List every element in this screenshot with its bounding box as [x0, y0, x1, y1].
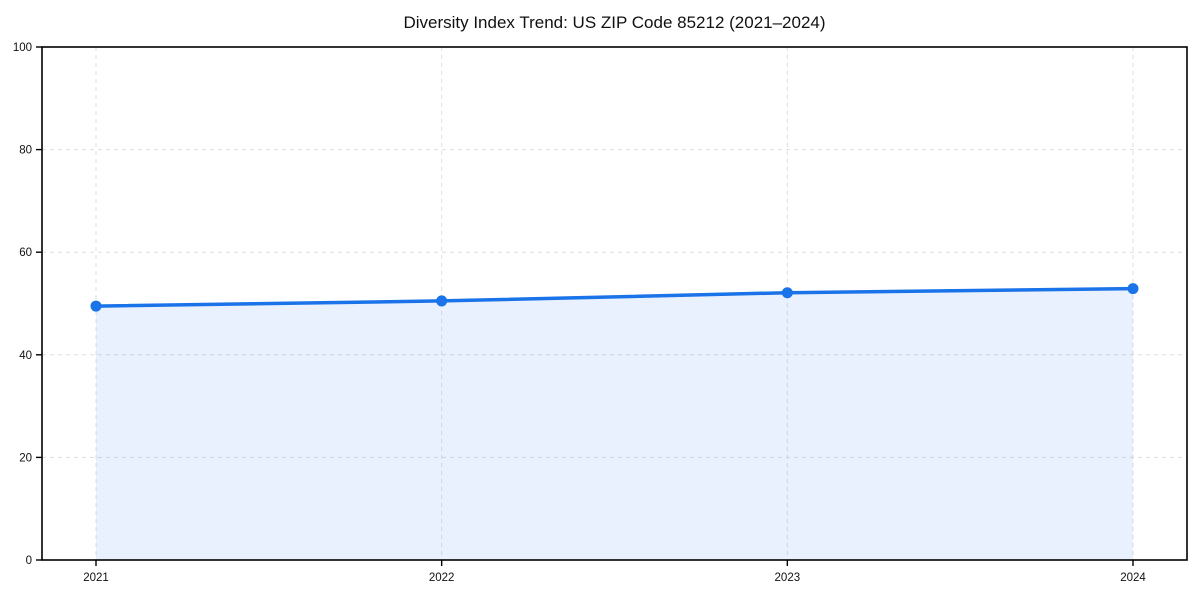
x-tick-label: 2022	[429, 572, 455, 584]
y-tick-label: 100	[13, 42, 32, 54]
y-tick-label: 60	[19, 247, 32, 259]
area-fill	[96, 288, 1133, 560]
y-tick-label: 20	[19, 452, 32, 464]
x-tick-label: 2021	[83, 572, 109, 584]
y-tick-label: 80	[19, 145, 32, 157]
data-point	[436, 295, 448, 307]
data-point	[1127, 283, 1139, 295]
x-tick-label: 2024	[1120, 572, 1146, 584]
chart-title: Diversity Index Trend: US ZIP Code 85212…	[403, 13, 826, 32]
y-tick-label: 0	[26, 555, 32, 567]
trend-line	[94, 286, 1135, 308]
data-point	[90, 300, 102, 312]
y-tick-label: 40	[19, 350, 32, 362]
data-point	[781, 287, 793, 299]
axis-frame	[41, 46, 1188, 561]
x-tick-label: 2023	[775, 572, 801, 584]
